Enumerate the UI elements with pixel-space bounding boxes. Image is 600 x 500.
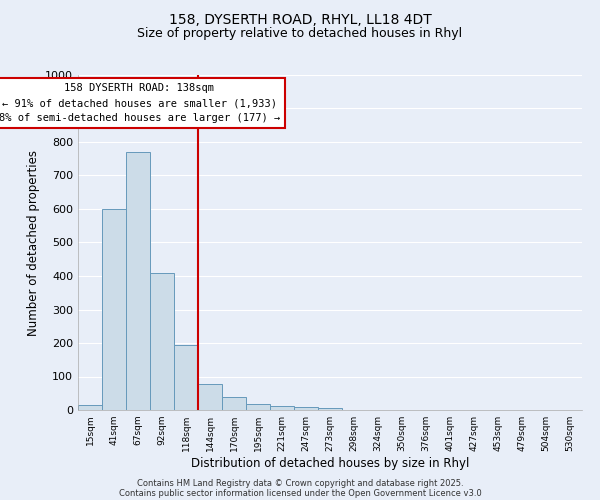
Text: 158 DYSERTH ROAD: 138sqm
← 91% of detached houses are smaller (1,933)
8% of semi: 158 DYSERTH ROAD: 138sqm ← 91% of detach… — [0, 84, 280, 123]
Text: 158, DYSERTH ROAD, RHYL, LL18 4DT: 158, DYSERTH ROAD, RHYL, LL18 4DT — [169, 12, 431, 26]
Bar — [198, 384, 222, 410]
Bar — [294, 406, 318, 410]
Bar — [318, 408, 342, 410]
Bar — [126, 152, 150, 410]
X-axis label: Distribution of detached houses by size in Rhyl: Distribution of detached houses by size … — [191, 457, 469, 470]
Bar — [270, 406, 294, 410]
Y-axis label: Number of detached properties: Number of detached properties — [26, 150, 40, 336]
Bar — [174, 346, 198, 410]
Text: Contains public sector information licensed under the Open Government Licence v3: Contains public sector information licen… — [119, 488, 481, 498]
Bar — [246, 404, 270, 410]
Bar — [102, 209, 126, 410]
Text: Size of property relative to detached houses in Rhyl: Size of property relative to detached ho… — [137, 28, 463, 40]
Bar — [222, 398, 246, 410]
Text: Contains HM Land Registry data © Crown copyright and database right 2025.: Contains HM Land Registry data © Crown c… — [137, 478, 463, 488]
Bar — [78, 405, 102, 410]
Bar — [150, 272, 174, 410]
